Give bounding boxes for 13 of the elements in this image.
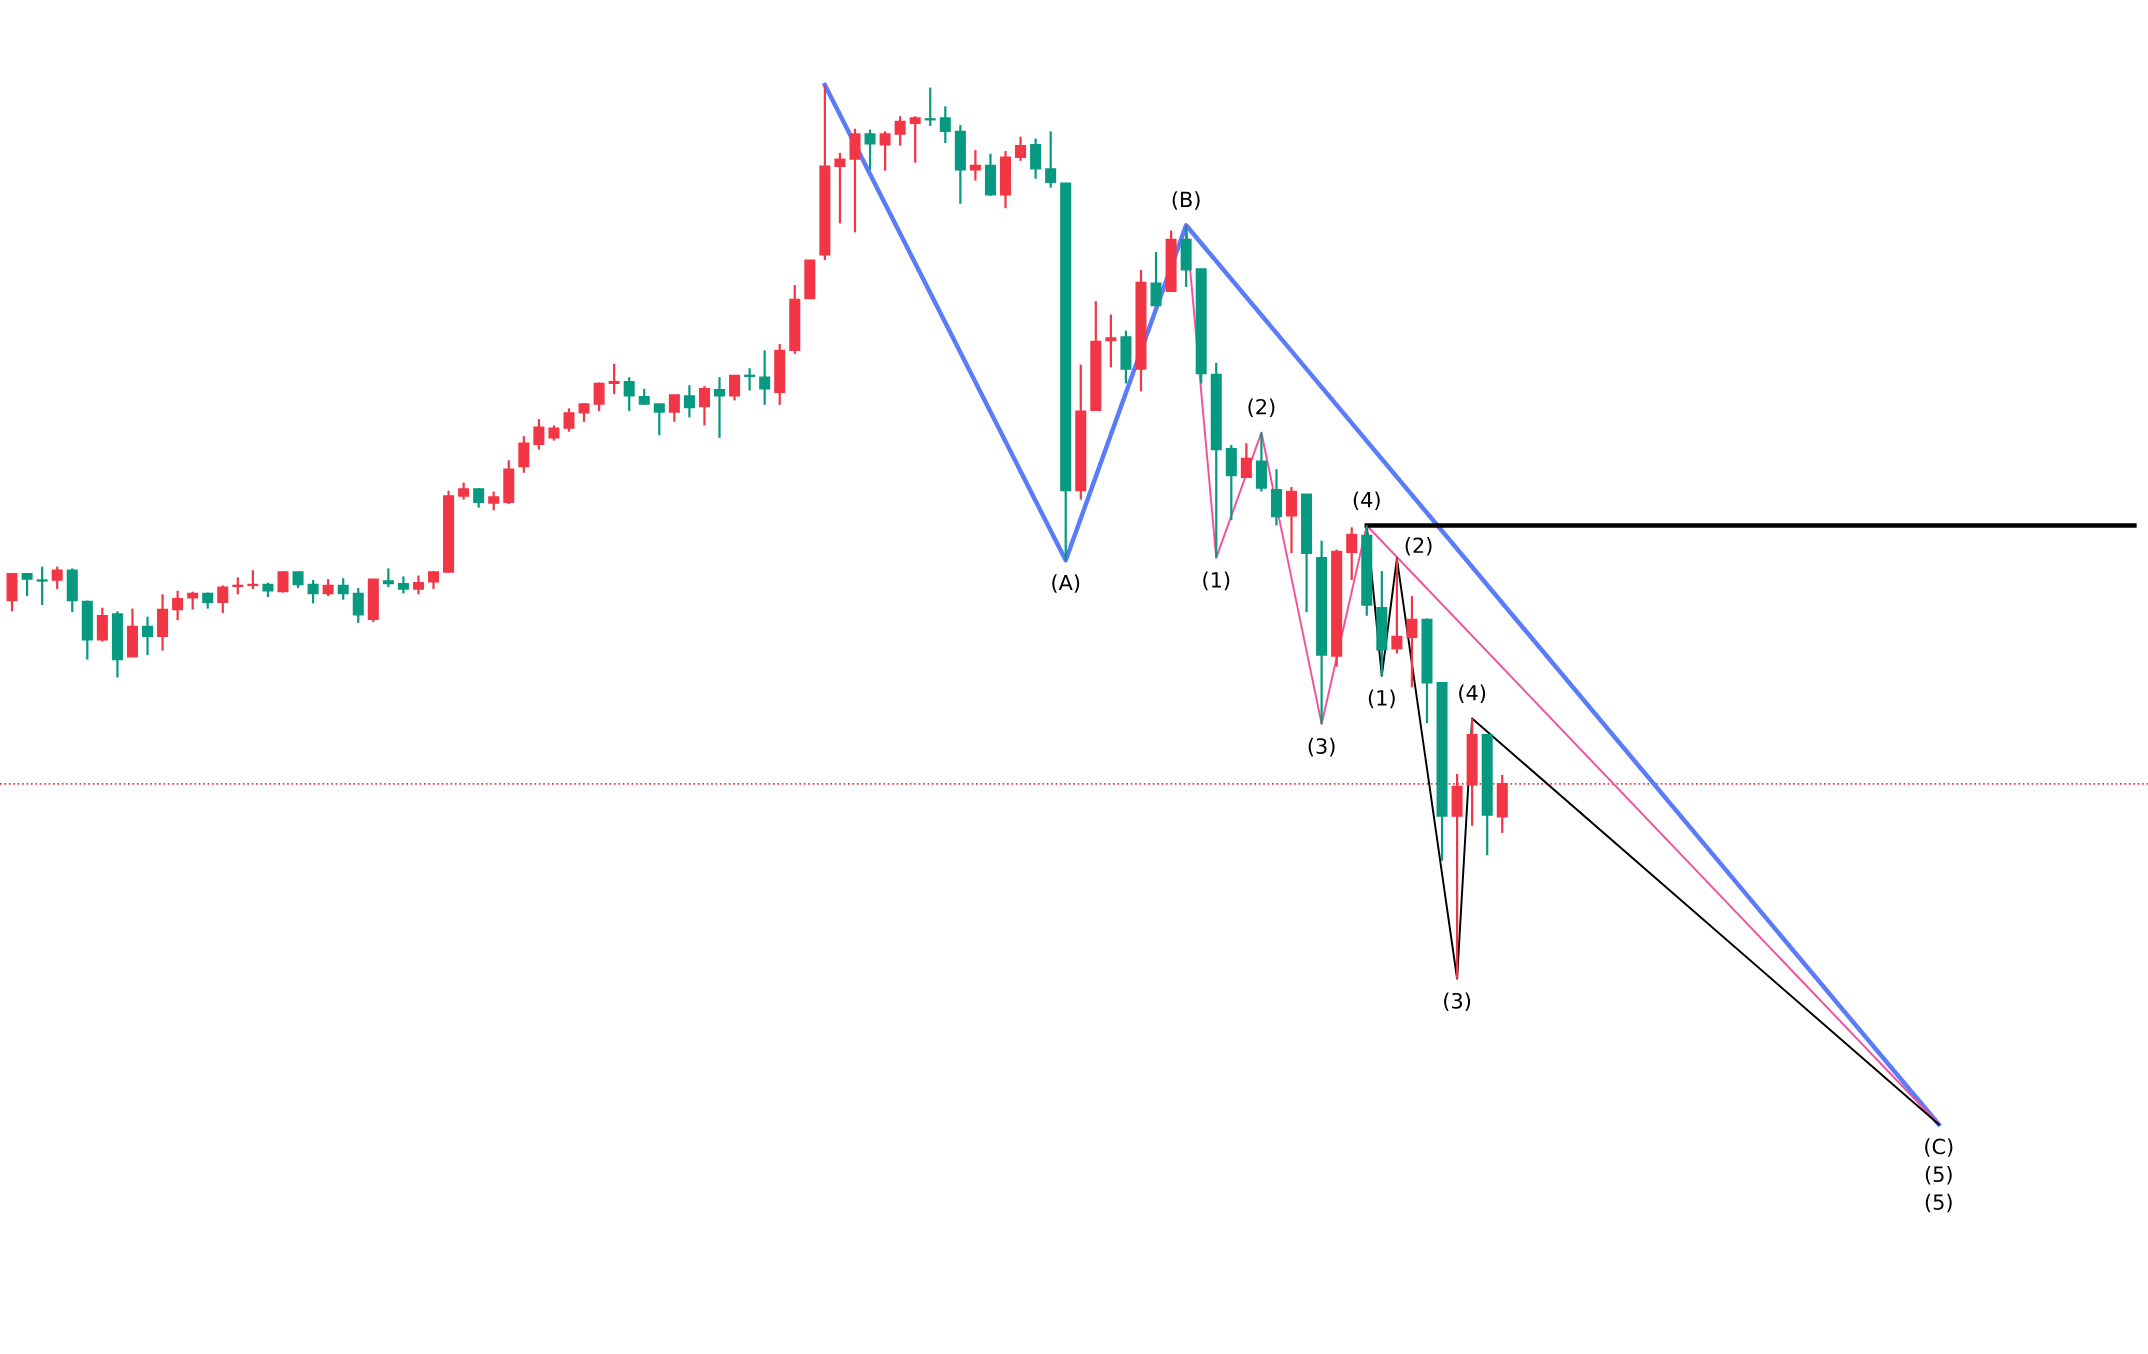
annotation: (B) [1172, 191, 1200, 210]
annotation: (1) [1368, 689, 1395, 709]
text: (3) [1444, 992, 1471, 1012]
text: (5) [1925, 1193, 1952, 1213]
annotation: (A) [1052, 574, 1080, 593]
text: (C) [1925, 1138, 1953, 1157]
annotation: (4) [1353, 491, 1380, 511]
annotation: (2) [1405, 537, 1432, 556]
annotation: (2) [1248, 398, 1275, 418]
annotation: (3) [1308, 737, 1335, 757]
annotation: (4) [1459, 684, 1486, 704]
annotation: (1) [1203, 571, 1230, 591]
text: (5) [1925, 1166, 1952, 1185]
